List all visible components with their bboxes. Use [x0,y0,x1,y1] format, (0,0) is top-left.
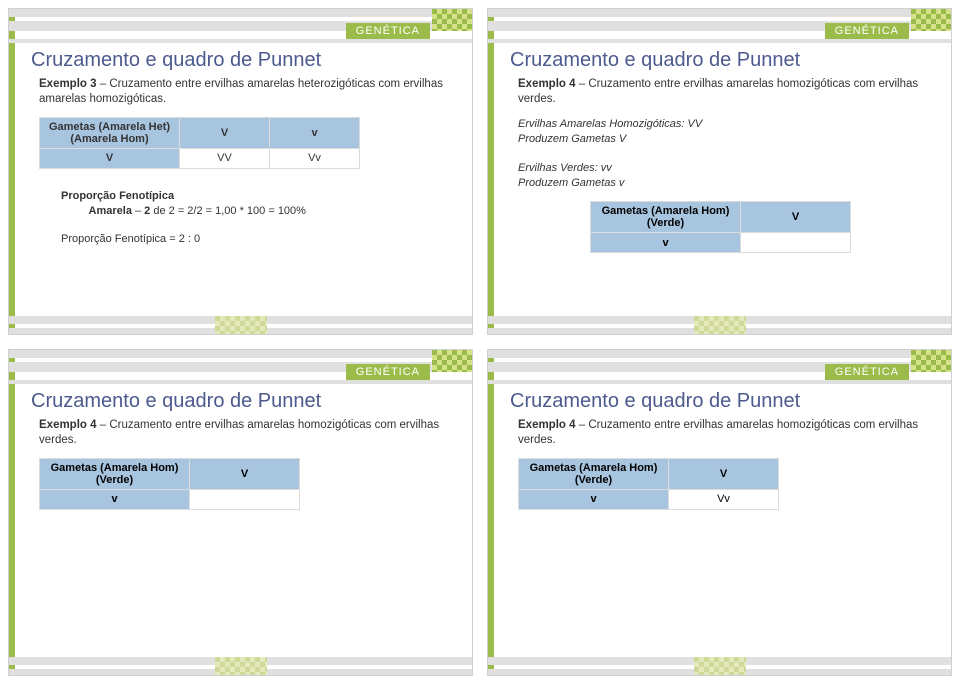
row-label: v [519,489,669,509]
info-line: Produzem Gametas v [518,177,624,189]
example-label: Exemplo 4 [518,419,576,431]
cell-empty [190,489,300,509]
info-line: Produzem Gametas V [518,133,626,145]
subtitle-rest: – Cruzamento entre ervilhas amarelas hom… [39,419,439,446]
slide-4: GENÉTICA Cruzamento e quadro de Punnet E… [487,349,952,676]
slide-1: GENÉTICA Cruzamento e quadro de Punnet E… [8,8,473,335]
subtitle: Exemplo 4 – Cruzamento entre ervilhas am… [518,418,931,448]
left-accent-bar [488,9,494,334]
decor-band [488,380,951,384]
left-accent-bar [488,350,494,675]
checker-decor-icon [432,9,472,31]
header-line2: (Verde) [96,474,133,486]
row-label: v [40,489,190,509]
gamete-table: Gametas (Amarela Hom) (Verde) V v Vv [518,458,779,510]
gamete-table: Gametas (Amarela Hom) (Verde) V v [39,458,300,510]
slide-3: GENÉTICA Cruzamento e quadro de Punnet E… [8,349,473,676]
subtitle: Exemplo 4 – Cruzamento entre ervilhas am… [518,77,931,107]
col-header: V [180,117,270,148]
slide-title: Cruzamento e quadro de Punnet [31,49,452,71]
genetica-tag: GENÉTICA [825,23,909,39]
header-line1: Gametas (Amarela Het) [49,121,170,133]
row-label: v [591,233,741,253]
cell-empty [741,233,851,253]
checker-decor-icon [694,316,746,334]
col-header: V [190,458,300,489]
decor-band [488,9,951,17]
prop-color: Amarela [89,205,132,217]
header-line2: (Amarela Hom) [70,133,148,145]
col-header: V [741,202,851,233]
decor-band [9,350,472,358]
header-line2: (Verde) [575,474,612,486]
subtitle-rest: – Cruzamento entre ervilhas amarelas het… [39,78,443,105]
checker-decor-icon [215,316,267,334]
subtitle-rest: – Cruzamento entre ervilhas amarelas hom… [518,419,918,446]
left-accent-bar [9,350,15,675]
decor-band [488,350,951,358]
header-line1: Gametas (Amarela Hom) [51,462,179,474]
decor-band [9,380,472,384]
checker-decor-icon [911,350,951,372]
slide-2: GENÉTICA Cruzamento e quadro de Punnet E… [487,8,952,335]
col-header: V [669,458,779,489]
cell: Vv [669,489,779,509]
decor-band [9,9,472,17]
subtitle: Exemplo 4 – Cruzamento entre ervilhas am… [39,418,452,448]
prop-title: Proporção Fenotípica [61,190,174,202]
example-label: Exemplo 4 [39,419,97,431]
row-header: Gametas (Amarela Hom) (Verde) [591,202,741,233]
row-header: Gametas (Amarela Hom) (Verde) [40,458,190,489]
checker-decor-icon [215,657,267,675]
prop-sep: – [132,205,144,217]
checker-decor-icon [432,350,472,372]
info-line: Ervilhas Amarelas Homozigóticas: VV [518,118,702,130]
slide-title: Cruzamento e quadro de Punnet [510,390,931,412]
punnett-table: Gametas (Amarela Het) (Amarela Hom) V v … [39,117,360,169]
decor-band [488,39,951,43]
row-label: V [40,148,180,168]
header-line1: Gametas (Amarela Hom) [602,205,730,217]
slide-title: Cruzamento e quadro de Punnet [31,390,452,412]
subtitle: Exemplo 3 – Cruzamento entre ervilhas am… [39,77,452,107]
example-label: Exemplo 4 [518,78,576,90]
genetica-tag: GENÉTICA [346,23,430,39]
cell: Vv [270,148,360,168]
decor-band [9,39,472,43]
header-line2: (Verde) [647,217,684,229]
col-header: v [270,117,360,148]
proportion-block: Proporção Fenotípica Amarela – 2 de 2 = … [61,189,452,247]
subtitle-rest: – Cruzamento entre ervilhas amarelas hom… [518,78,918,105]
genetica-tag: GENÉTICA [346,364,430,380]
header-line1: Gametas (Amarela Hom) [530,462,658,474]
prop-ratio: Proporção Fenotípica = 2 : 0 [61,233,200,245]
row-header: Gametas (Amarela Het) (Amarela Hom) [40,117,180,148]
example-label: Exemplo 3 [39,78,97,90]
left-accent-bar [9,9,15,334]
gamete-table: Gametas (Amarela Hom) (Verde) V v [590,201,851,253]
genetica-tag: GENÉTICA [825,364,909,380]
info-block: Ervilhas Amarelas Homozigóticas: VV Prod… [518,117,931,191]
info-line: Ervilhas Verdes: vv [518,162,612,174]
cell: VV [180,148,270,168]
row-header: Gametas (Amarela Hom) (Verde) [519,458,669,489]
prop-calc: de 2 = 2/2 = 1,00 * 100 = 100% [150,205,306,217]
checker-decor-icon [694,657,746,675]
checker-decor-icon [911,9,951,31]
slide-title: Cruzamento e quadro de Punnet [510,49,931,71]
